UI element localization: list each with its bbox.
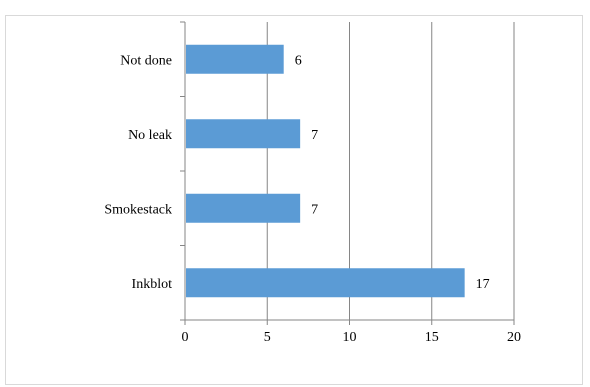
data-label: 6 (295, 53, 302, 68)
bars (186, 44, 465, 298)
bar-smokestack (186, 193, 301, 223)
bar-not-done (186, 44, 284, 74)
x-tick-label: 0 (182, 330, 189, 345)
x-tick-label: 15 (425, 330, 439, 345)
x-tick-label: 5 (264, 330, 271, 345)
labels: 0 5 10 15 20 Not done 6 No leak 7 Smokestack 7 Inkb… (104, 53, 521, 345)
category-label: Smokestack (104, 202, 172, 217)
bar-no-leak (186, 119, 301, 149)
category-label: No leak (128, 128, 172, 143)
bar-inkblot (186, 268, 465, 298)
category-label: Inkblot (132, 277, 173, 292)
data-label: 7 (311, 202, 318, 217)
x-tick-label: 10 (343, 330, 357, 345)
data-label: 17 (476, 277, 490, 292)
data-label: 7 (311, 128, 318, 143)
category-label: Not done (120, 53, 172, 68)
axes (180, 21, 515, 325)
x-tick-label: 20 (507, 330, 521, 345)
